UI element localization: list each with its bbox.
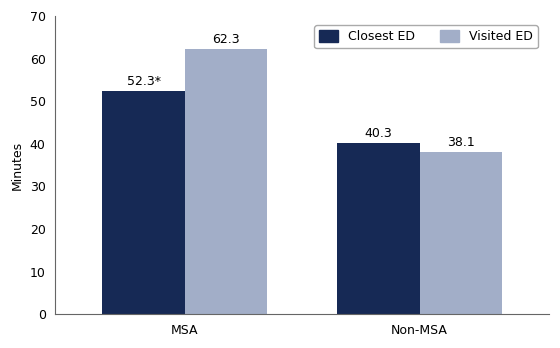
Bar xyxy=(419,152,502,314)
Text: 52.3*: 52.3* xyxy=(127,76,161,88)
Bar xyxy=(102,92,185,314)
Bar xyxy=(337,143,419,314)
Legend: Closest ED, Visited ED: Closest ED, Visited ED xyxy=(314,25,538,48)
Text: 40.3: 40.3 xyxy=(365,127,393,140)
Text: 62.3: 62.3 xyxy=(212,33,240,46)
Y-axis label: Minutes: Minutes xyxy=(11,141,24,190)
Bar xyxy=(185,49,267,314)
Text: 38.1: 38.1 xyxy=(447,136,475,149)
